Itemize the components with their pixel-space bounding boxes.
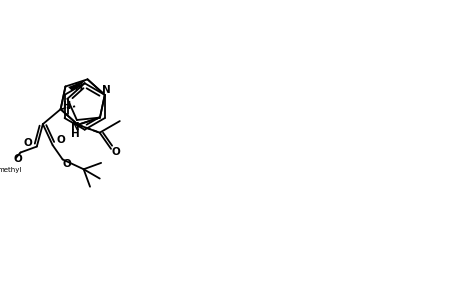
Text: methyl: methyl	[0, 167, 22, 173]
Polygon shape	[68, 79, 87, 91]
Text: O: O	[56, 135, 65, 145]
Text: H: H	[70, 128, 79, 139]
Text: N: N	[102, 85, 111, 95]
Text: O: O	[111, 147, 120, 157]
Text: O: O	[13, 154, 22, 164]
Text: H: H	[73, 82, 82, 92]
Text: O: O	[24, 138, 33, 148]
Text: O: O	[62, 159, 71, 169]
Text: H: H	[62, 101, 70, 111]
Text: N: N	[70, 122, 79, 132]
